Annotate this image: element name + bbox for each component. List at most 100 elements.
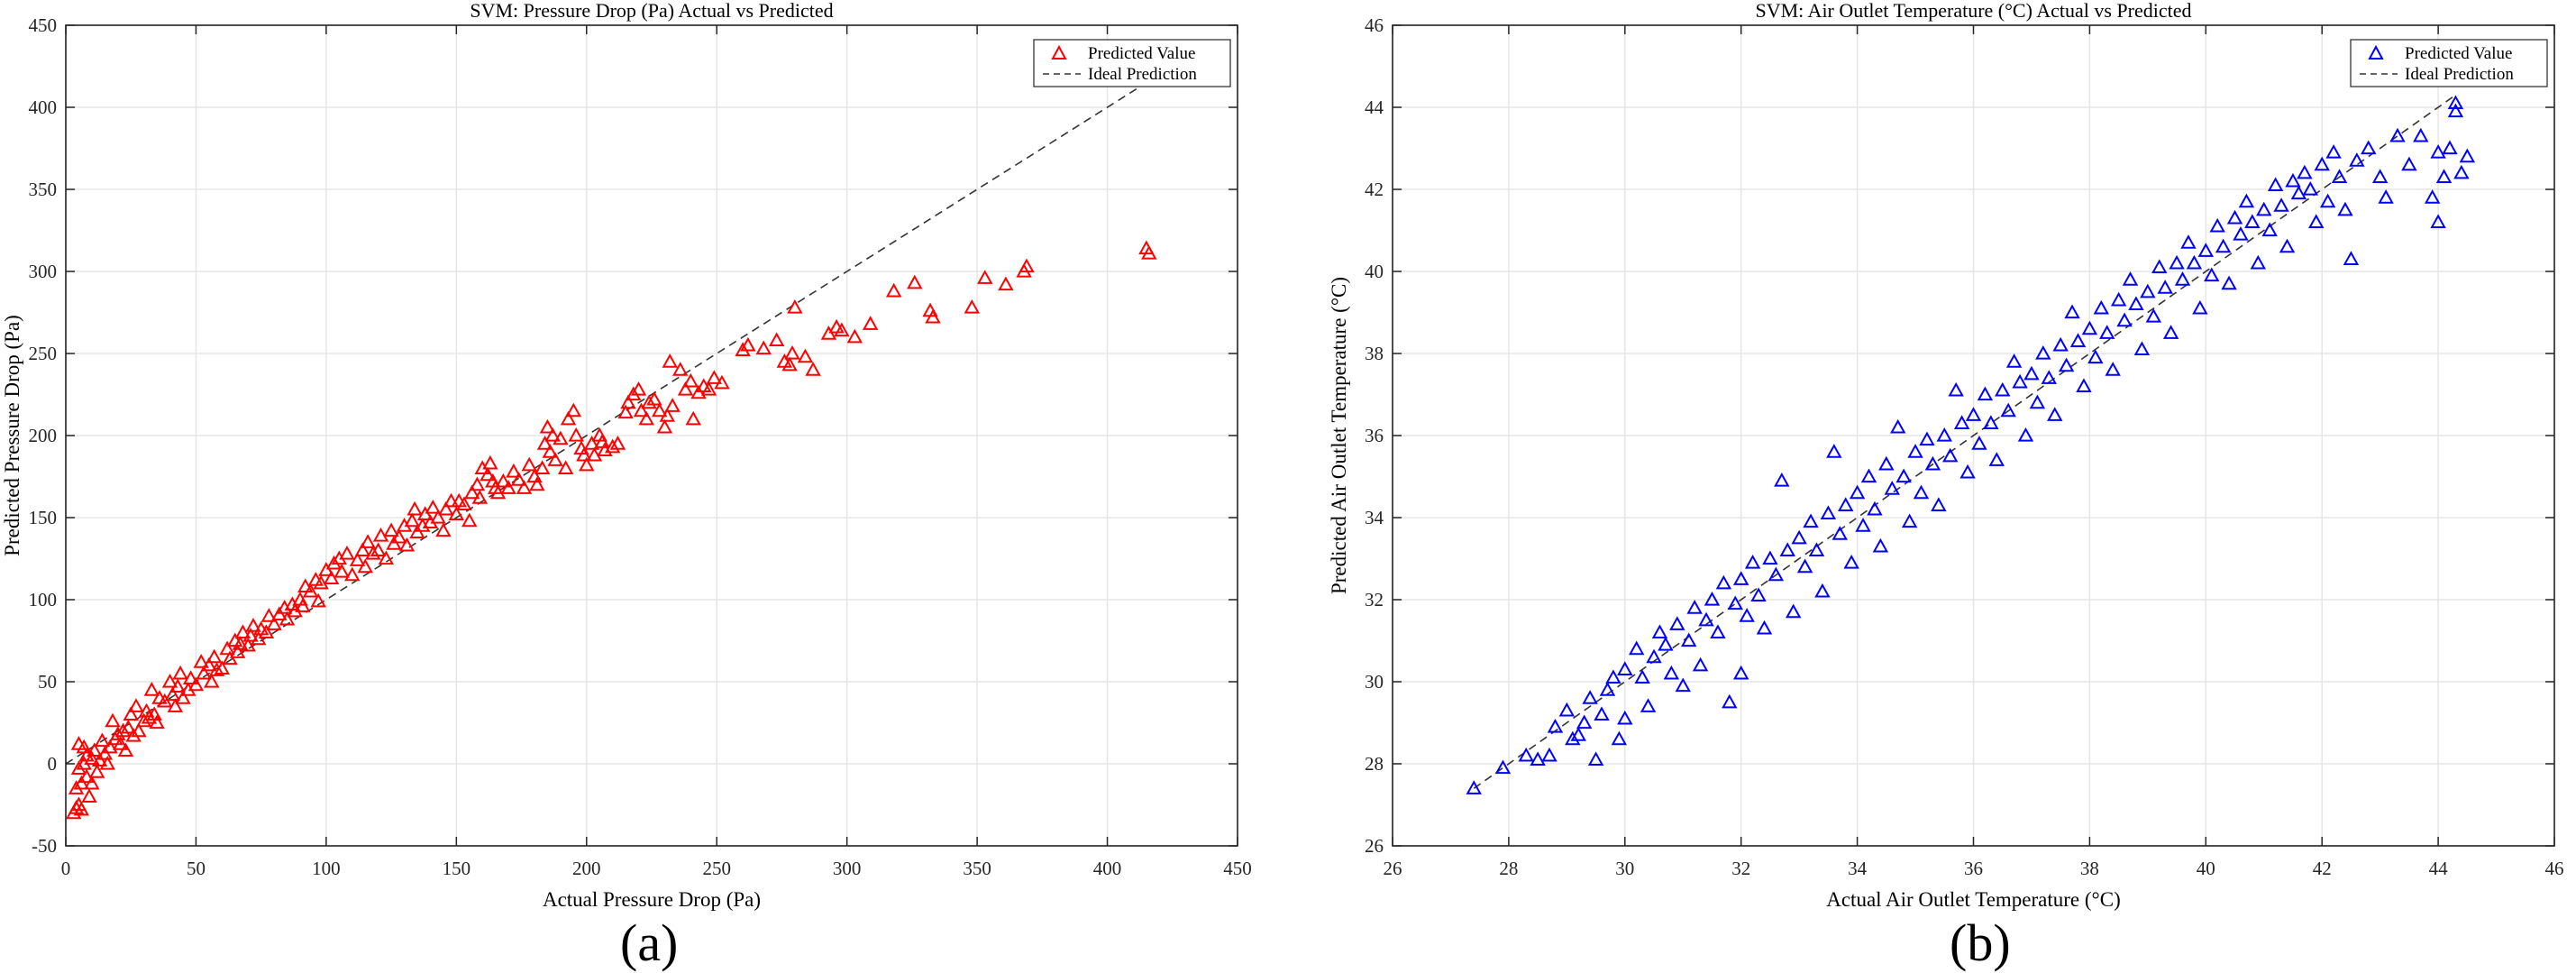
data-point bbox=[339, 545, 355, 560]
data-point bbox=[2343, 251, 2360, 265]
data-point bbox=[149, 714, 165, 730]
data-point bbox=[245, 618, 261, 632]
data-point bbox=[1814, 583, 1831, 598]
data-point bbox=[78, 768, 95, 784]
data-point bbox=[1634, 669, 1650, 684]
data-point bbox=[2023, 365, 2040, 381]
data-point bbox=[1931, 497, 1947, 511]
data-point bbox=[2371, 169, 2389, 183]
data-point bbox=[196, 665, 212, 680]
data-point bbox=[677, 381, 694, 396]
data-point bbox=[1599, 682, 1616, 696]
data-point bbox=[2058, 357, 2075, 372]
data-point bbox=[500, 480, 516, 494]
data-point bbox=[1466, 780, 1482, 794]
data-point bbox=[1530, 751, 1546, 766]
data-point bbox=[583, 436, 600, 450]
data-point bbox=[1611, 730, 1628, 746]
data-point bbox=[536, 436, 553, 450]
y-tick-label: 26 bbox=[1365, 835, 1384, 857]
x-tick-label: 350 bbox=[963, 858, 991, 879]
data-point bbox=[2256, 201, 2272, 216]
data-point bbox=[2180, 234, 2197, 249]
data-point bbox=[1750, 587, 1767, 602]
data-point bbox=[81, 788, 97, 803]
data-point bbox=[560, 410, 577, 426]
data-point bbox=[1576, 714, 1593, 730]
data-point bbox=[2105, 362, 2121, 376]
data-point bbox=[539, 418, 556, 434]
data-point bbox=[1796, 558, 1813, 574]
data-point bbox=[1704, 591, 1721, 606]
data-point bbox=[193, 654, 209, 668]
data-point bbox=[2110, 291, 2127, 307]
data-point bbox=[784, 344, 800, 360]
data-point bbox=[365, 545, 381, 560]
data-point bbox=[1884, 481, 1900, 495]
data-point bbox=[1791, 529, 1807, 545]
data-point bbox=[1739, 608, 1755, 622]
data-point bbox=[740, 336, 756, 352]
data-point bbox=[1901, 513, 1918, 528]
data-point bbox=[167, 698, 184, 712]
data-point bbox=[1733, 571, 1749, 585]
data-point bbox=[1786, 603, 1802, 619]
x-tick-label: 150 bbox=[443, 858, 471, 879]
data-point bbox=[88, 764, 105, 778]
data-point bbox=[2174, 271, 2191, 286]
chart-a: 0 50 100 150 200 250 300 350 400 450-500501001502… bbox=[1, 0, 1252, 911]
data-point bbox=[2319, 193, 2336, 208]
data-point bbox=[295, 598, 311, 612]
data-point bbox=[1762, 550, 1778, 565]
data-point bbox=[2140, 283, 2156, 298]
data-point bbox=[1570, 727, 1586, 741]
data-point bbox=[547, 452, 563, 466]
data-point bbox=[2261, 222, 2278, 237]
data-point bbox=[1977, 386, 1994, 401]
data-point bbox=[187, 676, 205, 692]
data-point bbox=[469, 476, 486, 491]
x-tick-label: 450 bbox=[1223, 858, 1252, 879]
data-point bbox=[633, 402, 650, 418]
data-point bbox=[87, 742, 103, 757]
x-tick-label: 50 bbox=[187, 858, 206, 879]
data-point bbox=[1680, 632, 1697, 647]
data-point bbox=[206, 648, 223, 664]
data-point bbox=[609, 436, 626, 450]
data-point bbox=[510, 472, 527, 486]
data-point bbox=[1710, 624, 1726, 638]
data-point bbox=[1913, 484, 1930, 500]
data-point bbox=[2389, 127, 2406, 142]
data-point bbox=[1692, 656, 1709, 672]
data-point bbox=[516, 480, 533, 494]
y-tick-label: 34 bbox=[1365, 507, 1384, 528]
data-point bbox=[2226, 209, 2243, 225]
data-point bbox=[438, 500, 454, 516]
x-tick-label: 44 bbox=[2429, 858, 2449, 879]
data-point bbox=[651, 402, 668, 418]
data-point bbox=[84, 750, 100, 766]
ideal-prediction-line bbox=[1473, 94, 2456, 789]
data-point bbox=[131, 722, 147, 738]
data-point bbox=[2435, 169, 2453, 183]
data-point bbox=[172, 665, 188, 680]
data-point bbox=[641, 394, 657, 409]
data-point bbox=[576, 446, 592, 462]
data-point bbox=[1744, 554, 1761, 569]
data-point bbox=[2453, 164, 2470, 179]
data-point bbox=[1715, 574, 1732, 590]
data-point bbox=[544, 427, 561, 442]
data-point bbox=[2221, 275, 2237, 290]
data-point bbox=[2076, 378, 2092, 392]
data-point bbox=[310, 592, 326, 608]
data-point bbox=[214, 660, 231, 675]
data-point bbox=[964, 298, 981, 314]
x-tick-label: 100 bbox=[312, 858, 341, 879]
data-point bbox=[2041, 370, 2057, 384]
y-tick-label: 200 bbox=[29, 425, 58, 446]
axes-box bbox=[1392, 24, 2555, 847]
data-point bbox=[2314, 156, 2330, 171]
data-point bbox=[1565, 730, 1581, 746]
data-point bbox=[2197, 243, 2214, 257]
data-point bbox=[1855, 518, 1871, 532]
